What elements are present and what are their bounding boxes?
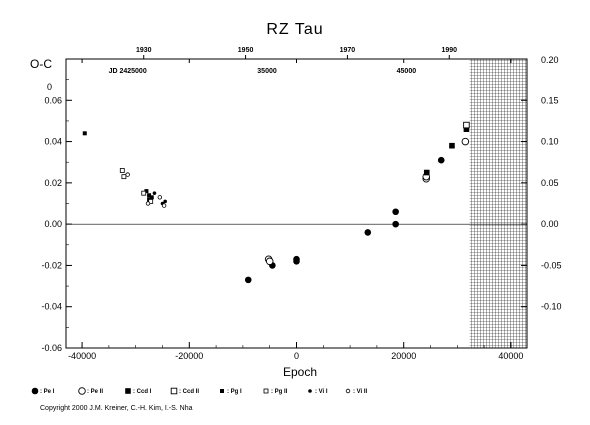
- year-tick-label: 1990: [441, 47, 457, 54]
- open-square-marker: [463, 121, 470, 129]
- x-tick-label: 20000: [391, 351, 416, 361]
- x-tick-label: -20000: [175, 351, 203, 361]
- y-right-top-tick: 0.20: [541, 55, 559, 65]
- filled-circle-marker: [293, 255, 300, 263]
- copyright-text: Copyright 2000 J.M. Kreiner, C.-H. Kim, …: [40, 405, 193, 412]
- year-tick-label: 1930: [136, 47, 152, 54]
- filled-square-marker: [125, 388, 131, 394]
- y-tick-label: -0.02: [41, 260, 62, 270]
- hatched-region: [469, 59, 527, 348]
- filled-small-square-marker: [220, 389, 224, 393]
- filled-small-square-marker: [147, 193, 152, 198]
- filled-circle-marker: [392, 208, 399, 216]
- y-tick-label: 0.04: [44, 137, 62, 147]
- y-tick-label: 0.00: [44, 219, 62, 229]
- open-dot-marker: [157, 195, 163, 200]
- y-tick-label: -0.06: [41, 343, 62, 353]
- open-circle-marker: [265, 257, 274, 266]
- filled-square-marker: [449, 142, 455, 149]
- x-axis-label: Epoch: [283, 365, 317, 379]
- legend-label: : Pg II: [271, 389, 288, 395]
- legend: : Pe I : Pe II : Ccd I : Ccd II : Pg I : Pg I…: [31, 387, 368, 395]
- open-small-square-marker: [119, 168, 125, 173]
- filled-circle-marker: [437, 156, 445, 164]
- filled-circle-marker: [244, 276, 252, 284]
- legend-label: : Pe I: [40, 389, 55, 395]
- plot-frame: [65, 58, 528, 349]
- year-tick-label: 1970: [340, 47, 356, 54]
- filled-circle-marker: [392, 220, 399, 228]
- legend-label: : Ccd II: [179, 389, 199, 395]
- open-small-square-marker: [141, 190, 147, 196]
- open-small-square-marker: [121, 174, 127, 180]
- filled-small-square-marker: [144, 189, 149, 194]
- x-tick-label: 40000: [498, 351, 523, 361]
- open-square-marker: [170, 387, 178, 395]
- jd-tick-label: 45000: [397, 68, 417, 75]
- y-right-tick-label: -0.05: [541, 260, 562, 270]
- open-small-square-marker: [263, 388, 269, 394]
- open-circle-marker: [78, 387, 86, 395]
- filled-circle-marker: [31, 387, 39, 395]
- open-dot-marker: [345, 388, 351, 394]
- y-tick-label: -0.04: [41, 302, 62, 312]
- jd-tick-label: JD 2425000: [109, 68, 147, 75]
- filled-small-square-marker: [149, 195, 154, 200]
- data-points: [82, 121, 470, 284]
- open-circle-marker: [461, 137, 470, 146]
- legend-label: : Vi II: [353, 389, 368, 395]
- filled-small-square-marker: [82, 131, 87, 136]
- y-right-tick-label: 0.00: [541, 219, 559, 229]
- y-top-tick: 0: [47, 82, 52, 92]
- axis-ticks: -40000 -20000 0 20000 40000 -0.06 -0.04 -0.02 0.…: [41, 47, 561, 361]
- y-axis-label: O-C: [30, 57, 52, 71]
- y-right-tick-label: -0.10: [541, 302, 562, 312]
- open-dot-marker: [161, 203, 167, 208]
- open-dot-marker: [125, 172, 130, 177]
- y-right-tick-label: 0.15: [541, 95, 559, 105]
- legend-label: : Vi I: [315, 389, 328, 395]
- x-tick-label: 0: [294, 351, 299, 361]
- filled-dot-marker: [163, 199, 167, 204]
- legend-label: : Pg I: [227, 389, 242, 395]
- filled-circle-marker: [364, 229, 372, 236]
- legend-label: : Pe II: [87, 389, 103, 395]
- y-right-tick-label: 0.10: [541, 137, 559, 147]
- legend-label: : Ccd I: [133, 389, 152, 395]
- y-tick-label: 0.02: [44, 178, 62, 188]
- filled-square-marker: [423, 169, 430, 176]
- open-dot-marker: [145, 201, 151, 206]
- filled-dot-marker: [308, 389, 312, 393]
- x-tick-label: -40000: [68, 351, 96, 361]
- jd-tick-label: 35000: [257, 68, 277, 75]
- filled-dot-marker: [152, 191, 157, 195]
- chart-title: RZ Tau: [266, 21, 323, 38]
- year-tick-label: 1950: [238, 47, 254, 54]
- y-right-tick-label: 0.05: [541, 178, 559, 188]
- filled-square-marker: [463, 126, 470, 132]
- y-tick-label: 0.06: [44, 95, 62, 105]
